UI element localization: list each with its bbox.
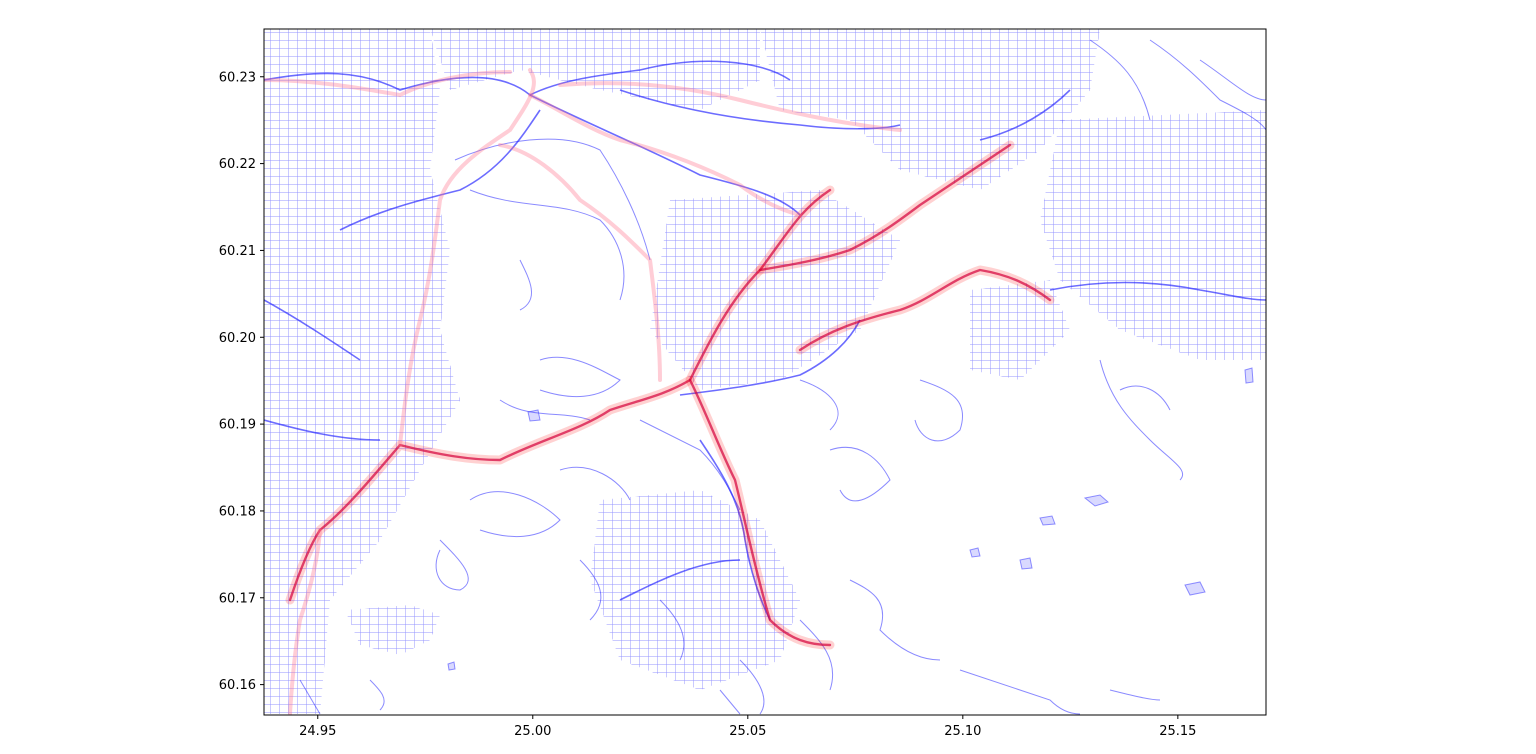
street-grid-katajanokka xyxy=(345,605,440,655)
street-grid-herttoniemi xyxy=(970,280,1070,380)
y-tick-label: 60.22 xyxy=(219,157,256,172)
street-grid-north xyxy=(430,29,760,110)
street-network xyxy=(264,29,1266,715)
y-tick-label: 60.20 xyxy=(219,331,256,346)
x-axis: 24.95 25.00 25.05 25.10 25.15 xyxy=(299,715,1196,739)
x-tick-label: 25.10 xyxy=(944,724,981,739)
y-tick-label: 60.16 xyxy=(219,678,256,693)
islands xyxy=(447,367,1254,671)
street-grid-northeast xyxy=(760,29,1100,190)
street-grid-south-islands xyxy=(590,490,800,690)
plot-frame xyxy=(263,28,1267,716)
main-roads xyxy=(264,60,1266,621)
y-tick-label: 60.23 xyxy=(219,70,256,85)
y-tick-label: 60.19 xyxy=(219,418,256,433)
y-tick-label: 60.17 xyxy=(219,591,256,606)
y-axis: 60.23 60.22 60.21 60.20 60.19 60.18 60.17 60.16 xyxy=(219,70,264,693)
route-overlay xyxy=(264,68,1055,715)
y-tick-label: 60.18 xyxy=(219,504,256,519)
street-grid-east xyxy=(1040,110,1266,360)
x-tick-label: 24.95 xyxy=(299,724,336,739)
x-tick-label: 25.05 xyxy=(729,724,766,739)
y-tick-label: 60.21 xyxy=(219,244,256,259)
street-grid-central-east xyxy=(650,190,900,390)
x-tick-label: 25.00 xyxy=(514,724,551,739)
x-tick-label: 25.15 xyxy=(1159,724,1196,739)
